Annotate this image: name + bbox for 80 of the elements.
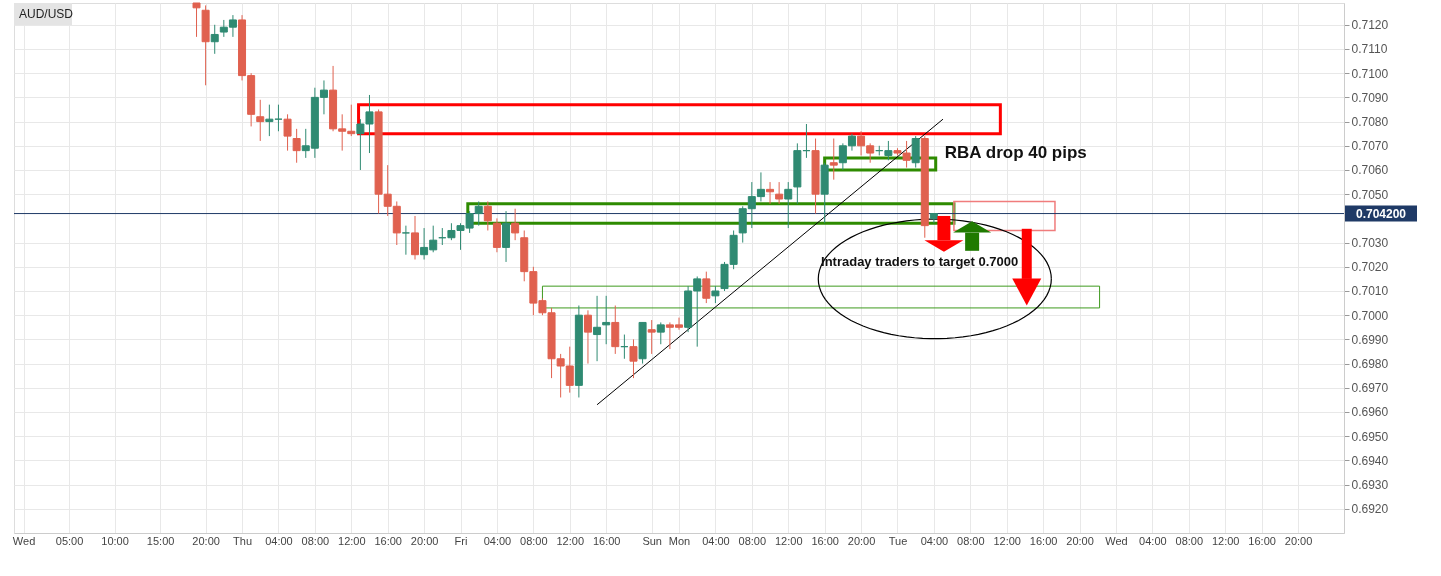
candlestick [192, 2, 201, 38]
x-tick-label: Wed [12, 534, 36, 547]
y-tick-label: 0.6950 [1351, 429, 1389, 444]
y-tick-label: 0.7030 [1351, 236, 1389, 251]
x-tick-label: 16:00 [1248, 534, 1276, 547]
y-tick-label: 0.6920 [1351, 502, 1389, 517]
candlestick [766, 181, 775, 205]
x-tick-label: Tue [888, 534, 908, 547]
x-tick-label: 05:00 [55, 534, 84, 547]
candlestick [411, 215, 419, 261]
x-tick-label: 08:00 [957, 534, 985, 547]
x-tick-label: 08:00 [738, 534, 767, 547]
candlestick [265, 104, 274, 137]
y-tick-label: 0.7080 [1351, 115, 1389, 130]
x-tick-label: 12:00 [993, 534, 1021, 547]
x-tick-label: 08:00 [520, 534, 548, 547]
x-tick-label: 16:00 [374, 534, 402, 547]
candlestick [292, 128, 301, 164]
y-tick-label: 0.6930 [1351, 478, 1389, 493]
x-tick-label: Thu [233, 534, 253, 547]
annotation: RBA drop 40 pips [944, 142, 1087, 162]
y-tick-label: 0.6990 [1351, 332, 1389, 347]
candlestick [210, 24, 219, 55]
x-tick-label: Sun [642, 534, 662, 547]
candlestick [656, 321, 665, 345]
x-tick-label: 20:00 [847, 534, 876, 547]
x-tick-label: 04:00 [483, 534, 512, 547]
y-tick-label: 0.7020 [1351, 260, 1389, 275]
x-tick-label: 16:00 [811, 534, 839, 547]
y-tick-label: 0.7060 [1351, 163, 1389, 178]
x-tick-label: 16:00 [592, 534, 621, 547]
x-tick-label: 20:00 [1066, 534, 1094, 547]
x-tick-label: Mon [668, 534, 691, 547]
candlestick [593, 295, 602, 362]
candlestick [775, 181, 784, 205]
x-tick-label: 04:00 [702, 534, 730, 547]
x-tick-label: 12:00 [1211, 534, 1240, 547]
y-tick-label: 0.7110 [1351, 42, 1388, 57]
x-tick-label: 08:00 [301, 534, 330, 547]
y-tick-label: 0.7070 [1351, 139, 1389, 154]
x-tick-label: 12:00 [338, 534, 366, 547]
y-tick-label: 0.6970 [1351, 381, 1389, 396]
candlestick [511, 208, 520, 241]
candlestick [647, 319, 656, 355]
candlestick [702, 271, 711, 304]
candlestick [483, 200, 492, 231]
x-tick-label: 20:00 [1284, 534, 1313, 547]
y-tick-label: 0.7000 [1351, 308, 1389, 323]
x-tick-label: 20:00 [410, 534, 439, 547]
y-tick-label: 0.7050 [1351, 187, 1389, 202]
x-tick-label: 04:00 [920, 534, 949, 547]
candlestick [829, 138, 838, 181]
candlestick [283, 113, 292, 152]
chart-title: AUD/USD [19, 7, 74, 21]
x-tick-label: 12:00 [774, 534, 803, 547]
x-tick-label: 10:00 [101, 534, 129, 547]
x-tick-label: 04:00 [265, 534, 293, 547]
y-tick-label: 0.6960 [1351, 405, 1389, 420]
y-tick-label: 0.6980 [1351, 357, 1389, 372]
x-tick-label: Wed [1105, 534, 1128, 547]
ref-line-label: 0.704200 [1355, 206, 1407, 221]
candlestick [629, 338, 638, 379]
y-tick-label: 0.7090 [1351, 90, 1389, 105]
y-tick-label: 0.7100 [1351, 66, 1389, 81]
candlestick [401, 225, 410, 256]
candlestick [602, 295, 611, 345]
candlestick [583, 309, 592, 365]
y-tick-label: 0.7120 [1351, 18, 1389, 33]
candlestick [784, 181, 793, 229]
x-tick-label: 04:00 [1139, 534, 1167, 547]
x-tick-label: 08:00 [1175, 534, 1204, 547]
x-tick-label: 20:00 [192, 534, 220, 547]
annotation: Intraday traders to target 0.7000 [821, 253, 1019, 269]
x-tick-label: 16:00 [1029, 534, 1058, 547]
candlestick [256, 99, 265, 142]
x-tick-label: 12:00 [556, 534, 585, 547]
y-tick-label: 0.7010 [1351, 284, 1389, 299]
y-tick-label: 0.6940 [1351, 453, 1389, 468]
x-tick-label: 15:00 [146, 534, 175, 547]
x-tick-label: Fri [454, 534, 468, 547]
